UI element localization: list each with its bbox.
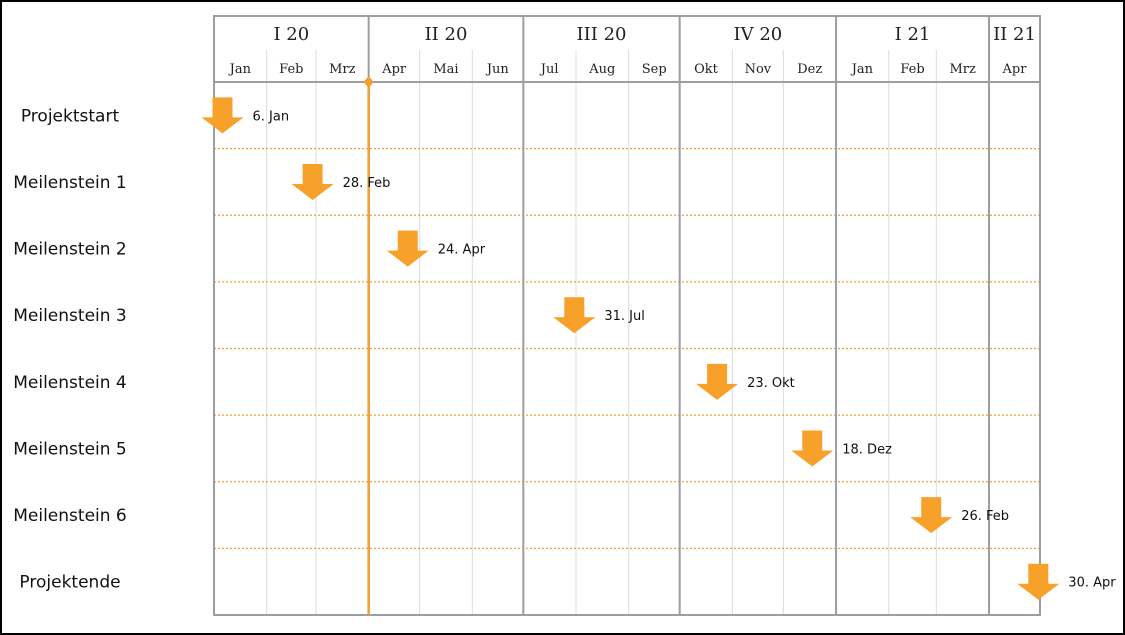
- milestone-date-label: 30. Apr: [1068, 576, 1116, 591]
- row-label: Meilenstein 5: [13, 439, 127, 459]
- plot-border: [213, 15, 1041, 616]
- row-label: Meilenstein 4: [13, 373, 127, 393]
- milestone-arrow: [291, 163, 334, 200]
- milestone-date-label: 24. Apr: [438, 243, 486, 258]
- row-label: Meilenstein 6: [13, 506, 127, 526]
- quarter-label: III 20: [577, 24, 627, 45]
- month-label: Sep: [642, 62, 667, 77]
- milestone-arrow: [1017, 563, 1060, 600]
- month-label: Jul: [539, 62, 559, 77]
- month-label: Apr: [1002, 62, 1028, 77]
- today-marker: [363, 76, 374, 88]
- month-label: Apr: [381, 62, 407, 77]
- milestone-arrow: [696, 363, 739, 400]
- quarter-label: I 20: [273, 24, 309, 45]
- month-label: Mrz: [329, 62, 356, 77]
- milestone-arrow: [910, 497, 953, 534]
- milestone-arrow: [553, 297, 596, 334]
- row-label: Projektende: [19, 573, 120, 593]
- milestone-date-label: 6. Jan: [252, 109, 289, 124]
- quarter-label: I 21: [895, 24, 931, 45]
- milestone-date-label: 23. Okt: [747, 376, 795, 391]
- month-label: Mrz: [949, 62, 976, 77]
- milestone-date-label: 28. Feb: [343, 176, 391, 191]
- month-label: Jan: [228, 62, 252, 77]
- month-label: Mai: [433, 62, 458, 77]
- month-label: Feb: [279, 62, 303, 77]
- milestone-arrow: [201, 97, 244, 134]
- milestone-date-label: 26. Feb: [961, 509, 1009, 524]
- milestone-arrow: [386, 230, 429, 267]
- milestone-arrow: [791, 430, 834, 467]
- milestone-date-label: 18. Dez: [842, 442, 892, 457]
- row-label: Meilenstein 1: [13, 173, 127, 193]
- milestone-date-label: 31. Jul: [604, 309, 645, 324]
- row-label: Projektstart: [21, 106, 120, 126]
- month-label: Dez: [797, 62, 822, 77]
- month-label: Okt: [694, 62, 719, 77]
- quarter-label: II 20: [425, 24, 468, 45]
- row-label: Meilenstein 3: [13, 306, 127, 326]
- month-label: Jun: [485, 62, 510, 77]
- quarter-label: II 21: [993, 24, 1036, 45]
- month-label: Feb: [900, 62, 924, 77]
- quarter-label: IV 20: [733, 24, 782, 45]
- month-label: Jan: [850, 62, 874, 77]
- month-label: Aug: [588, 62, 615, 77]
- row-label: Meilenstein 2: [13, 240, 127, 260]
- month-label: Nov: [745, 62, 772, 77]
